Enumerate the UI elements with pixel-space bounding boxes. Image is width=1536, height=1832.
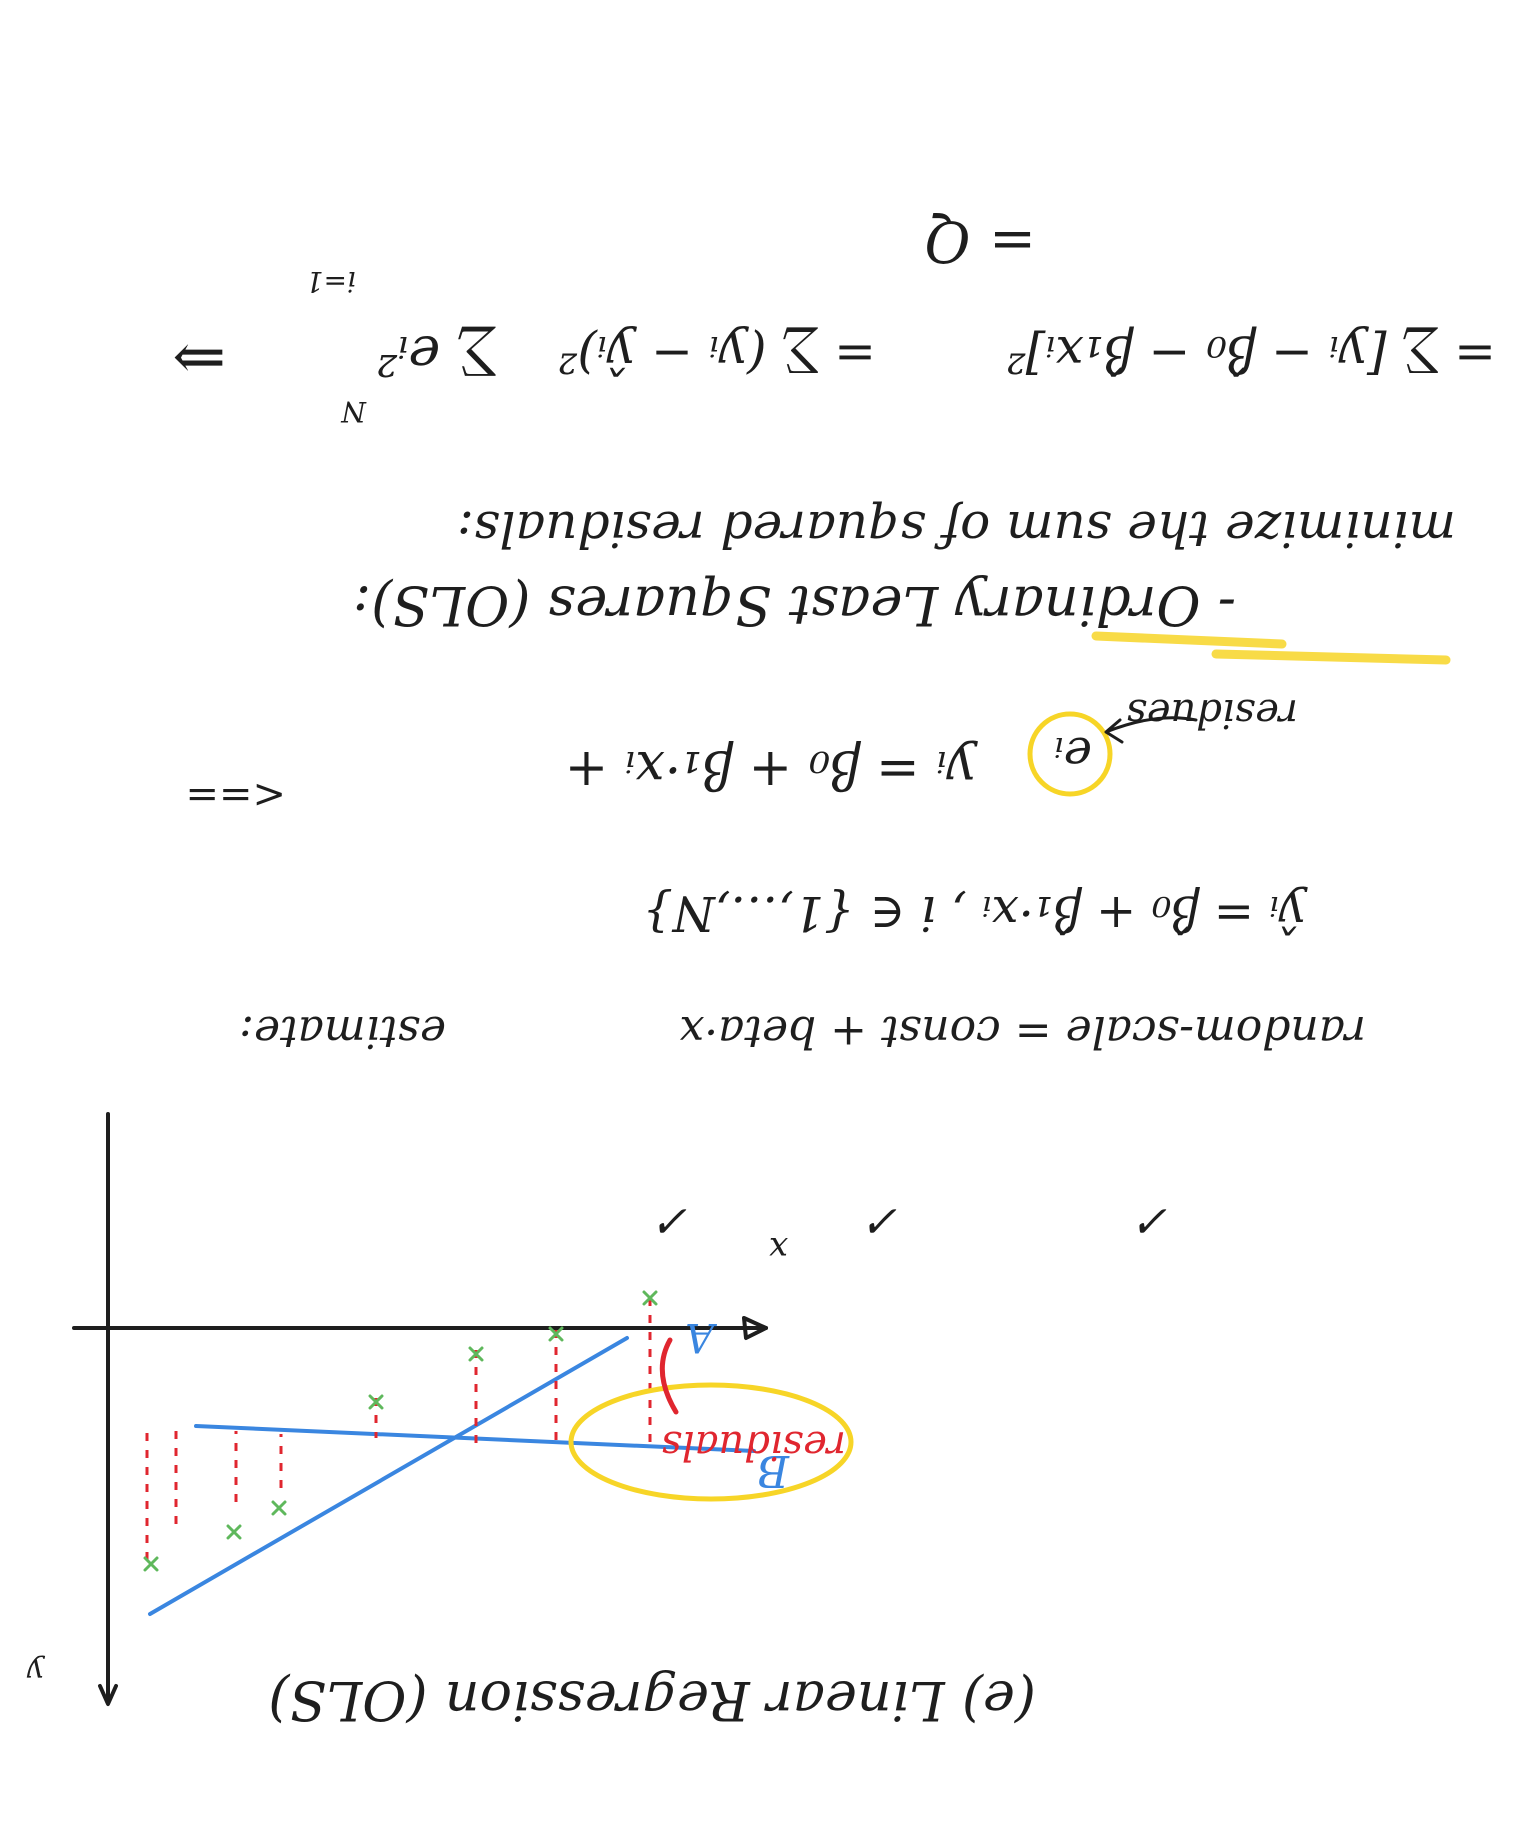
fitted-line-label: B	[757, 1445, 790, 1496]
implies-arrow: ⇒	[172, 321, 226, 395]
data-point-icon	[271, 1500, 287, 1516]
estimate-check-mark: ✓	[650, 1197, 687, 1248]
residual-segments	[145, 1298, 652, 1560]
squared-residuals-underline	[1211, 649, 1451, 665]
true-line-a	[148, 1336, 629, 1616]
x-axis-arrow-icon	[742, 1316, 768, 1340]
sum-left: ∑ eᵢ²	[376, 324, 496, 387]
data-point-icon	[642, 1290, 658, 1306]
error-term: eᵢ	[1054, 726, 1092, 782]
data-point-icon	[143, 1556, 159, 1572]
residual-highlight-circle	[568, 1382, 854, 1502]
estimate-formula: random-scale = const + beta·x	[679, 1006, 1366, 1057]
ols-heading: - Ordinary Least Squares (OLS):	[353, 574, 1236, 637]
estimate-check-mark: ✓	[860, 1197, 897, 1248]
estimate-row: estimate: random-scale = const + beta·x …	[239, 1006, 1366, 1248]
true-model-row: <== yᵢ = β₀ + β₁·xᵢ + eᵢ residues	[185, 690, 1298, 818]
sum-result: = Q	[925, 208, 1036, 273]
model-arrow: <==	[185, 772, 286, 818]
error-term-label: residues	[1126, 690, 1298, 736]
true-model-equation: yᵢ = β₀ + β₁·xᵢ +	[565, 739, 978, 799]
error-term-highlight	[1027, 711, 1113, 797]
sum-limit-lower: i=1	[306, 265, 356, 298]
estimate-prefix: estimate:	[239, 1006, 446, 1057]
data-point-icon	[368, 1394, 384, 1410]
sum-right: = ∑ [yᵢ − β̂₀ − β̂₁xᵢ]²	[1006, 325, 1496, 383]
sum-middle: = ∑ (yᵢ − ŷᵢ)²	[557, 325, 876, 383]
data-point-icon	[548, 1326, 564, 1342]
page-title: (e) Linear Regression (OLS)	[268, 1669, 1036, 1732]
graph-axes: y x	[26, 1112, 788, 1706]
sum-limit-upper: N	[340, 395, 367, 428]
x-axis-label: x	[769, 1229, 788, 1269]
data-points	[143, 1290, 658, 1572]
error-pointer-arrow-icon	[1104, 716, 1198, 744]
sum-equation: ⇒ N i=1 ∑ eᵢ² = ∑ (yᵢ − ŷᵢ)² = ∑ [yᵢ − β…	[172, 208, 1496, 428]
y-axis-label: y	[26, 1654, 46, 1689]
data-point-icon	[468, 1346, 484, 1362]
minimize-text: minimize the sum of squared residuals:	[457, 500, 1456, 558]
fitted-model-equation: ŷᵢ = β̂₀ + β̂₁·xᵢ , i ∈ {1,…,N}	[642, 885, 1308, 941]
residual-callout-label: residuals	[661, 1422, 846, 1468]
true-line-label: A	[685, 1314, 718, 1360]
residual-pointer-icon	[659, 1337, 679, 1415]
data-point-icon	[226, 1524, 242, 1540]
y-axis-arrow-icon	[98, 1684, 118, 1706]
ols-underline	[1091, 631, 1287, 649]
estimate-check-mark: ✓	[1130, 1197, 1167, 1248]
